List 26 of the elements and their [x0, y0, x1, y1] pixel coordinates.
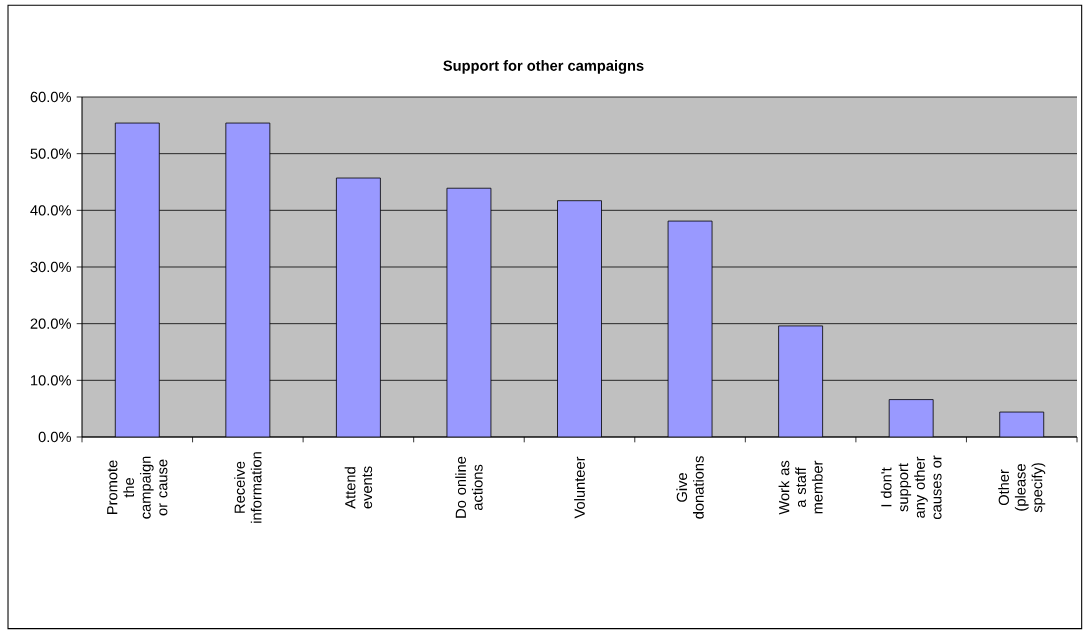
x-tick-label: Attend events: [344, 466, 373, 509]
x-tick-label: Other (please specify): [998, 463, 1046, 513]
x-tick-label: Work as a staff member: [778, 460, 823, 515]
chart-title: Support for other campaigns: [443, 60, 644, 74]
bar: [114, 122, 160, 437]
y-tick-label: 40.0%: [30, 205, 71, 216]
y-tick-label: 30.0%: [30, 261, 71, 273]
y-tick-label: 60.0%: [30, 91, 71, 103]
y-tick-label: 10.0%: [31, 375, 71, 386]
y-tick-label: 50.0%: [30, 148, 71, 159]
x-tick-label: Do online actions: [455, 456, 483, 518]
bar: [667, 220, 713, 437]
bar: [999, 411, 1045, 437]
y-tick-label: 20.0%: [30, 318, 71, 329]
bar: [778, 325, 824, 437]
bar: [225, 122, 271, 437]
bar: [557, 200, 602, 437]
y-tick-label: 0.0%: [38, 431, 71, 443]
x-tick-label: Promote the campaign or cause: [107, 456, 168, 519]
bar: [446, 187, 492, 437]
x-tick-label: Give donations: [676, 456, 704, 519]
bar: [336, 177, 381, 437]
x-tick-label: Volunteer: [574, 456, 585, 519]
x-tick-label: Receive information: [234, 452, 262, 523]
bar: [888, 399, 934, 437]
x-tick-label: I don't support any other causes or: [880, 455, 942, 520]
